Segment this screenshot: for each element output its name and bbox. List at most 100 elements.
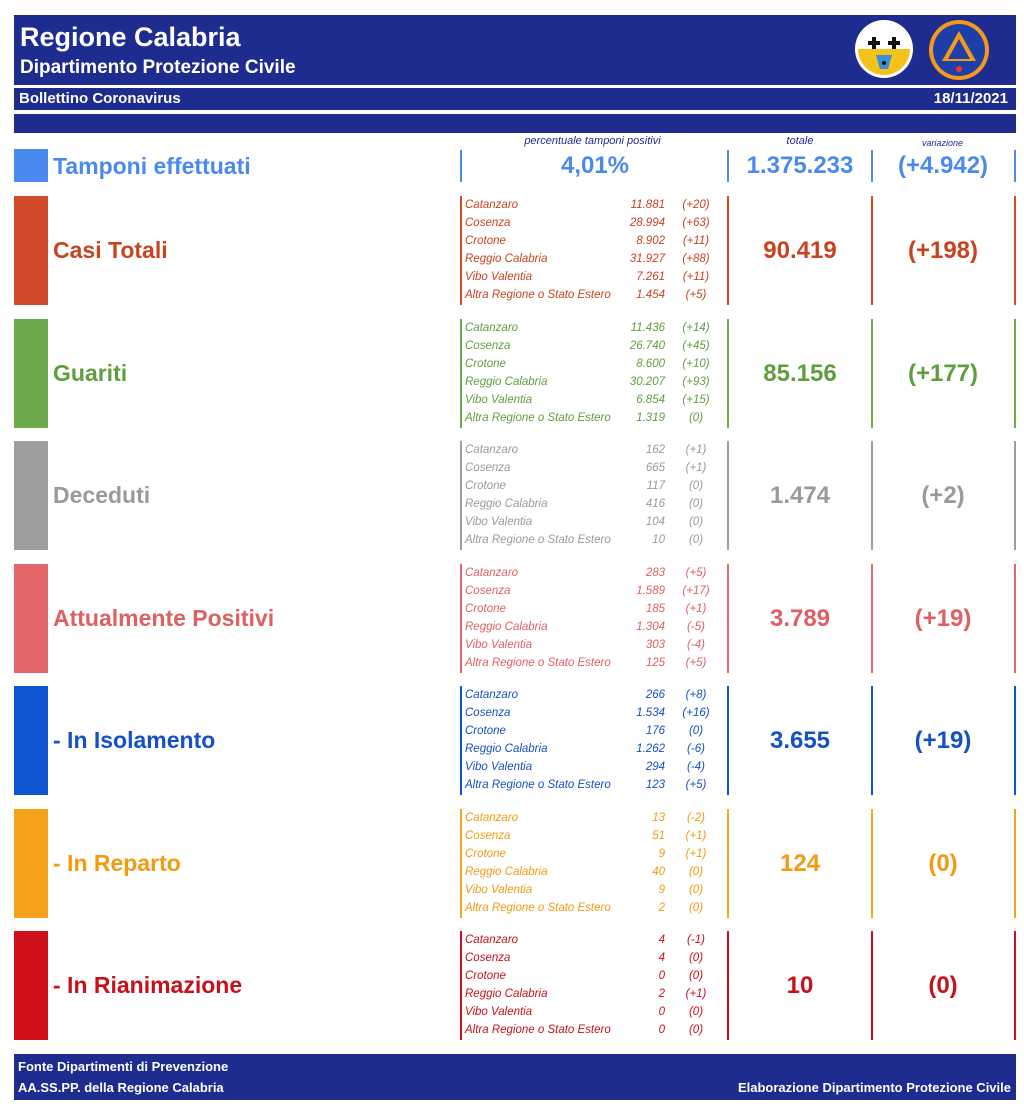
province-value: 117	[646, 480, 665, 492]
province-row: Crotone 0 (0)	[465, 967, 720, 985]
province-row: Vibo Valentia 9 (0)	[465, 881, 720, 899]
positivi-label: Attualmente Positivi	[53, 605, 275, 631]
bulletin-date: 18/11/2021	[933, 90, 1008, 107]
province-value: 416	[645, 498, 665, 510]
province-delta: (0)	[688, 725, 704, 737]
deceduti-label: Deceduti	[53, 482, 151, 508]
province-name: Cosenza	[465, 952, 511, 964]
percent-column-header: percentuale tamponi positivi	[524, 135, 661, 147]
guariti-divider	[1014, 319, 1016, 428]
province-row: Vibo Valentia 7.261 (+11)	[465, 268, 720, 286]
province-name: Altra Regione o Stato Estero	[465, 657, 611, 669]
province-name: Catanzaro	[465, 934, 519, 946]
guariti-divider	[460, 319, 462, 428]
bulletin-bar: Bollettino Coronavirus 18/11/2021	[14, 88, 1016, 110]
province-name: Cosenza	[465, 340, 511, 352]
province-delta: (+1)	[685, 603, 707, 615]
province-delta: (-4)	[687, 639, 705, 651]
casi-divider	[871, 196, 873, 305]
province-row: Cosenza 1.534 (+16)	[465, 704, 720, 722]
province-value: 26.740	[629, 340, 665, 352]
province-delta: (+10)	[682, 358, 710, 370]
province-row: Cosenza 26.740 (+45)	[465, 337, 720, 355]
province-row: Altra Regione o Stato Estero 1.454 (+5)	[465, 286, 720, 304]
province-name: Catanzaro	[465, 567, 519, 579]
province-row: Crotone 185 (+1)	[465, 600, 720, 618]
positivi-variation: (+19)	[914, 605, 972, 632]
guariti-total: 85.156	[763, 360, 837, 387]
province-value: 0	[658, 970, 665, 982]
positivi-divider	[460, 564, 462, 673]
isolamento-label: - In Isolamento	[53, 727, 216, 753]
province-delta: (0)	[688, 498, 704, 510]
province-value: 1.304	[636, 621, 665, 633]
tamponi-total: 1.375.233	[746, 152, 854, 179]
guariti-color-bar	[14, 319, 48, 428]
province-name: Reggio Calabria	[465, 866, 548, 878]
deceduti-divider	[871, 441, 873, 550]
isolamento-divider	[460, 686, 462, 795]
province-value: 125	[645, 657, 665, 669]
isolamento-divider	[1014, 686, 1016, 795]
casi-label: Casi Totali	[53, 237, 168, 263]
protezione-civile-logo	[929, 20, 989, 80]
province-name: Altra Regione o Stato Estero	[465, 289, 611, 301]
province-name: Reggio Calabria	[465, 498, 548, 510]
province-name: Vibo Valentia	[465, 271, 533, 283]
province-value: 104	[645, 516, 665, 528]
province-row: Crotone 8.902 (+11)	[465, 232, 720, 250]
province-row: Reggio Calabria 416 (0)	[465, 495, 720, 513]
province-delta: (0)	[688, 480, 704, 492]
province-delta: (+45)	[682, 340, 710, 352]
province-value: 176	[645, 725, 665, 737]
province-row: Crotone 8.600 (+10)	[465, 355, 720, 373]
province-value: 4	[658, 934, 665, 946]
isolamento-variation: (+19)	[914, 727, 972, 754]
positivi-divider	[871, 564, 873, 673]
isolamento-divider	[871, 686, 873, 795]
province-row: Altra Regione o Stato Estero 10 (0)	[465, 531, 720, 549]
province-name: Catanzaro	[465, 444, 519, 456]
casi-divider	[727, 196, 729, 305]
province-delta: (+1)	[685, 848, 707, 860]
province-name: Crotone	[465, 848, 506, 860]
rianimazione-divider	[460, 931, 462, 1040]
province-delta: (+5)	[685, 567, 707, 579]
province-value: 31.927	[629, 253, 665, 265]
province-value: 11.436	[630, 322, 665, 334]
province-row: Reggio Calabria 31.927 (+88)	[465, 250, 720, 268]
province-delta: (0)	[688, 970, 704, 982]
tamponi-divider	[871, 150, 873, 182]
province-value: 9	[658, 848, 665, 860]
casi-total: 90.419	[763, 237, 837, 264]
province-name: Reggio Calabria	[465, 376, 548, 388]
province-delta: (+1)	[685, 988, 707, 1000]
reparto-variation: (0)	[928, 850, 958, 877]
province-value: 13	[652, 812, 665, 824]
province-delta: (+11)	[682, 271, 710, 283]
tamponi-divider	[1014, 150, 1016, 182]
rianimazione-variation: (0)	[928, 972, 958, 999]
province-delta: (-2)	[687, 812, 705, 824]
province-value: 2	[658, 988, 665, 1000]
rianimazione-total: 10	[786, 972, 814, 999]
footer-credit: Elaborazione Dipartimento Protezione Civ…	[737, 1080, 1011, 1095]
province-row: Catanzaro 266 (+8)	[465, 686, 720, 704]
deceduti-total: 1.474	[769, 482, 831, 509]
province-value: 665	[645, 462, 665, 474]
isolamento-color-bar	[14, 686, 48, 795]
calabria-coat-of-arms-logo	[855, 20, 913, 78]
province-row: Crotone 9 (+1)	[465, 845, 720, 863]
guariti-divider	[727, 319, 729, 428]
province-value: 4	[658, 952, 665, 964]
province-name: Vibo Valentia	[465, 394, 533, 406]
province-name: Reggio Calabria	[465, 621, 548, 633]
province-value: 303	[645, 639, 665, 651]
province-row: Altra Regione o Stato Estero 1.319 (0)	[465, 409, 720, 427]
guariti-variation: (+177)	[907, 360, 979, 387]
province-name: Catanzaro	[465, 689, 519, 701]
province-name: Cosenza	[465, 462, 511, 474]
province-name: Reggio Calabria	[465, 253, 548, 265]
province-row: Catanzaro 13 (-2)	[465, 809, 720, 827]
province-row: Altra Regione o Stato Estero 125 (+5)	[465, 654, 720, 672]
